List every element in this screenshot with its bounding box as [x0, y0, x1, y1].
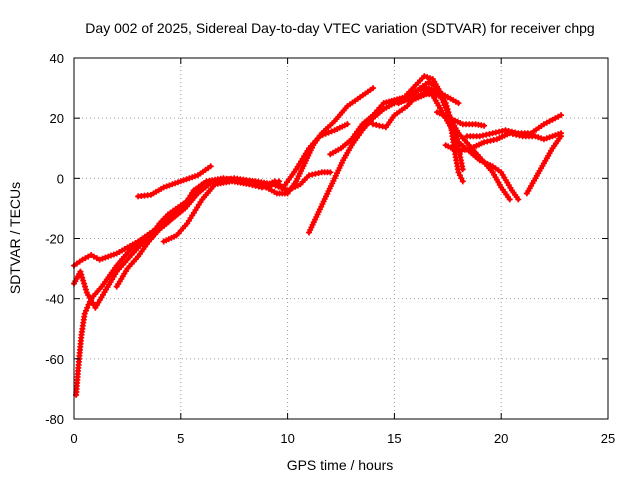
x-axis-label: GPS time / hours — [287, 457, 394, 473]
series-arc-5 — [135, 163, 214, 200]
data-point — [453, 139, 460, 146]
series-line — [72, 176, 282, 268]
series-arc-17 — [464, 112, 565, 140]
y-tick-label: -20 — [45, 232, 64, 247]
axis-ticks: 0 5 10 15 20 25 -80 -60 -40 -20 0 20 40 — [45, 51, 615, 446]
series-arc-11 — [370, 88, 513, 203]
data-point — [421, 73, 428, 80]
data-point — [160, 184, 167, 191]
series-line — [74, 182, 205, 397]
data-point — [186, 175, 193, 182]
data-point — [535, 134, 542, 141]
data-point — [452, 136, 459, 143]
x-tick-label: 20 — [494, 431, 508, 446]
data-point — [172, 180, 179, 187]
data-point — [199, 181, 206, 188]
data-point — [166, 182, 173, 189]
data-point — [82, 286, 89, 293]
series-arc-4 — [113, 175, 291, 290]
data-point — [96, 256, 103, 263]
y-tick-label: 0 — [57, 171, 64, 186]
data-point — [506, 196, 513, 203]
data-point — [344, 121, 351, 128]
x-tick-label: 10 — [280, 431, 294, 446]
y-tick-label: -40 — [45, 292, 64, 307]
data-point — [451, 130, 458, 137]
data-point — [458, 175, 465, 182]
series-arc-15 — [434, 109, 488, 129]
data-point — [558, 133, 565, 140]
x-tick-label: 25 — [601, 431, 615, 446]
data-point — [459, 166, 466, 173]
data-point — [552, 132, 559, 139]
y-tick-label: 40 — [50, 51, 64, 66]
data-point — [77, 268, 84, 275]
data-point — [82, 283, 88, 290]
data-point — [81, 280, 88, 287]
y-tick-label: 20 — [50, 111, 64, 126]
data-point — [207, 163, 214, 170]
data-point — [180, 177, 187, 184]
data-point — [454, 142, 461, 149]
data-series — [71, 73, 565, 398]
series-arc-18 — [523, 133, 565, 197]
x-tick-label: 5 — [177, 431, 184, 446]
data-point — [370, 85, 377, 92]
data-point — [192, 173, 198, 180]
data-point — [481, 122, 488, 129]
data-point — [540, 136, 547, 143]
series-line — [281, 122, 350, 190]
data-point — [558, 112, 565, 119]
chart-title: Day 002 of 2025, Sidereal Day-to-day VTE… — [85, 20, 594, 36]
series-arc-3 — [73, 181, 206, 398]
series-arc-9 — [280, 121, 351, 191]
data-point — [102, 254, 109, 261]
y-tick-label: -60 — [45, 352, 64, 367]
x-tick-label: 15 — [387, 431, 401, 446]
data-point — [80, 277, 87, 284]
data-point — [455, 100, 462, 107]
x-tick-label: 0 — [70, 431, 77, 446]
data-point — [108, 252, 114, 259]
y-tick-label: -80 — [45, 412, 64, 427]
series-arc-1 — [71, 175, 283, 269]
y-axis-label: SDTVAR / TECUs — [7, 182, 23, 294]
data-point — [459, 178, 466, 185]
data-point — [546, 134, 553, 141]
data-point — [538, 135, 545, 142]
data-point — [79, 274, 86, 281]
series-arc-6 — [160, 169, 334, 245]
data-point — [78, 271, 85, 278]
data-point — [327, 169, 334, 176]
data-point — [515, 196, 522, 203]
